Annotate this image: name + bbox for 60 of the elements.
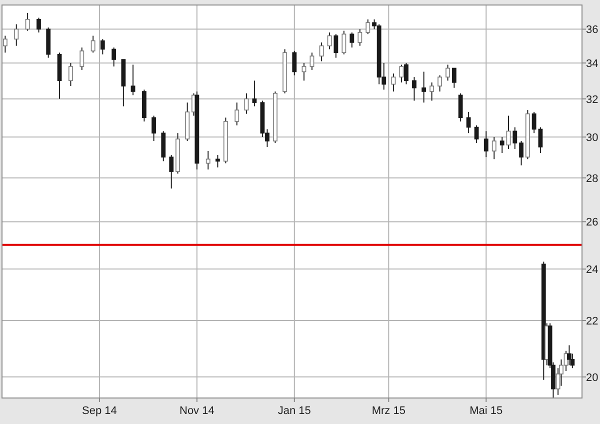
candlestick	[244, 92, 249, 114]
x-tick-label: Jan 15	[278, 405, 311, 417]
y-tick-label: 22	[586, 316, 598, 328]
candlestick	[302, 62, 306, 82]
y-tick-label: 30	[586, 132, 598, 144]
candlestick	[292, 50, 297, 76]
candlestick	[474, 124, 479, 144]
candlestick	[492, 136, 496, 160]
x-tick-label: Nov 14	[180, 405, 214, 417]
candlestick	[452, 68, 456, 88]
y-tick-label: 36	[586, 24, 598, 36]
candlestick	[319, 42, 324, 62]
candlestick	[500, 136, 504, 154]
candlestick	[532, 111, 536, 134]
candlestick	[567, 344, 572, 366]
candlestick	[36, 17, 41, 33]
x-tick-label: Sep 14	[82, 405, 117, 417]
candlestick	[466, 111, 471, 134]
candlestick	[80, 47, 84, 70]
candlestick	[112, 47, 116, 67]
candlestick	[100, 38, 105, 55]
x-tick-label: Mai 15	[470, 405, 503, 417]
candlestick	[538, 126, 543, 154]
candlestick	[404, 62, 408, 85]
candlestick	[458, 92, 463, 122]
candlestick	[14, 24, 19, 46]
candlestick	[234, 102, 240, 126]
candlestick	[422, 71, 426, 104]
candlestick	[169, 154, 174, 190]
candlestick	[206, 150, 210, 170]
candlestick	[430, 82, 434, 102]
y-tick-label: 20	[586, 372, 598, 384]
y-tick-label: 34	[586, 58, 598, 70]
x-tick-label: Mrz 15	[372, 405, 406, 417]
y-tick-label: 32	[586, 94, 598, 106]
candlestick	[130, 64, 136, 96]
candlestick	[25, 12, 30, 32]
candlestick	[334, 34, 338, 58]
candlestick	[68, 62, 73, 87]
candlestick	[350, 32, 354, 48]
y-tick-label: 24	[586, 264, 598, 276]
candlestick	[391, 73, 396, 92]
y-tick-label: 26	[586, 216, 598, 229]
candlestick	[358, 28, 362, 46]
candlestick	[252, 80, 257, 107]
candlestick	[446, 64, 450, 82]
candlestick	[519, 140, 524, 166]
candlestick	[216, 154, 220, 168]
y-tick-label: 28	[586, 172, 598, 185]
candlestick	[366, 18, 370, 35]
candlestick	[342, 30, 346, 55]
candlestick	[90, 35, 96, 54]
candlestick	[412, 76, 416, 102]
candlestick	[152, 115, 156, 142]
candlestick	[438, 74, 442, 92]
candlestick	[506, 115, 511, 150]
candlestick	[310, 52, 314, 70]
candlestick	[512, 126, 518, 150]
candlestick	[161, 130, 166, 162]
candlestick	[484, 130, 488, 158]
